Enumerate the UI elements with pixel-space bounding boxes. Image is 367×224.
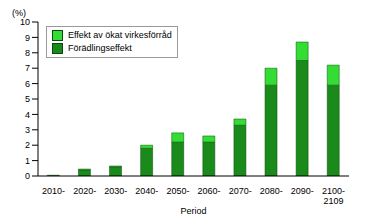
svg-text:9: 9: [25, 33, 30, 43]
svg-text:2100-: 2100-: [322, 186, 345, 196]
svg-text:2040-: 2040-: [135, 186, 158, 196]
html-text:Förädlingseffekt: Förädlingseffekt: [68, 43, 132, 53]
html-text:Effekt av ökat virkesförråd: Effekt av ökat virkesförråd: [68, 30, 172, 40]
svg-text:8: 8: [25, 48, 30, 58]
svg-text:7: 7: [25, 63, 30, 73]
svg-text:1: 1: [25, 156, 30, 166]
svg-text:3: 3: [25, 125, 30, 135]
svg-text:2060-: 2060-: [198, 186, 221, 196]
svg-text:10: 10: [20, 17, 30, 27]
svg-text:Period: Period: [180, 206, 206, 216]
svg-text:4: 4: [25, 110, 30, 120]
svg-text:6: 6: [25, 79, 30, 89]
svg-text:5: 5: [25, 94, 30, 104]
svg-text:2070-: 2070-: [229, 186, 252, 196]
svg-text:2090-: 2090-: [291, 186, 314, 196]
svg-text:2080-: 2080-: [260, 186, 283, 196]
svg-text:2050-: 2050-: [166, 186, 189, 196]
svg-text:2109: 2109: [323, 196, 343, 206]
svg-text:2030-: 2030-: [104, 186, 127, 196]
svg-text:2010-: 2010-: [42, 186, 65, 196]
svg-text:2020-: 2020-: [73, 186, 96, 196]
svg-text:2: 2: [25, 140, 30, 150]
svg-text:0: 0: [25, 171, 30, 181]
